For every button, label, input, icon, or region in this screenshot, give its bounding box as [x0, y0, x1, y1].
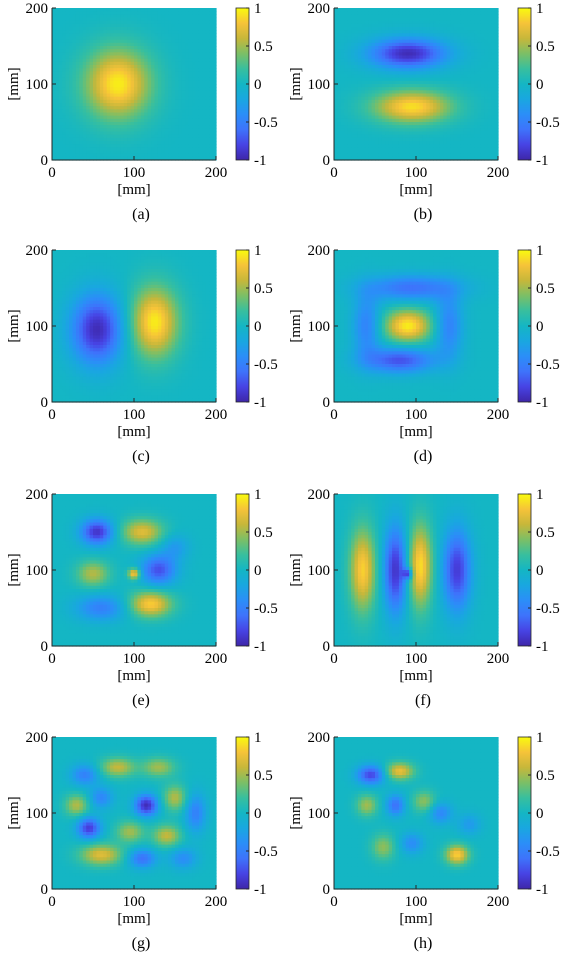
colorbar-tick-label: -0.5 [536, 115, 560, 131]
colorbar-tick-label: 0.5 [254, 39, 273, 55]
panel-a: 0 100 200 0 100 200 [mm] [mm] 1 0.5 0 -0.5 -1 (a) [0, 0, 282, 238]
heatmap-a: 0 100 200 0 100 200 [mm] [mm] 1 0.5 0 -0.5 -1 [0, 0, 282, 200]
colorbar-tick-label: -0.5 [254, 115, 278, 131]
x-tick-label: 0 [48, 165, 56, 181]
x-tick-label: 200 [487, 165, 510, 181]
y-tick-label: 0 [41, 153, 49, 169]
heatmap-b: 0 100 200 0 100 200 [mm] [mm] 1 0.5 0 -0.5 -1 [282, 0, 564, 200]
colorbar-tick-label: 0.5 [536, 39, 555, 55]
heatmap-field [334, 8, 499, 161]
y-tick-label: 0 [323, 153, 331, 169]
heatmap-field [52, 250, 217, 403]
y-tick-label: 100 [26, 77, 49, 93]
colorbar-tick-label: 0 [254, 77, 262, 93]
colorbar-tick-label: -1 [536, 153, 549, 169]
x-tick-label: 200 [205, 165, 228, 181]
y-axis-label: [mm] [288, 67, 304, 100]
caption-a: (a) [0, 206, 282, 224]
y-tick-label: 200 [26, 1, 49, 17]
colorbar-tick-label: -1 [254, 153, 267, 169]
x-tick-label: 100 [405, 165, 428, 181]
x-tick-label: 100 [123, 165, 146, 181]
x-axis-label: [mm] [399, 182, 432, 198]
y-tick-label: 100 [308, 77, 331, 93]
colorbar-tick-label: 0 [536, 77, 544, 93]
panel-b: 0 100 200 0 100 200 [mm] [mm] 1 0.5 0 -0.5 -1 (b) [282, 0, 564, 238]
x-axis-label: [mm] [117, 182, 150, 198]
y-axis-label: [mm] [6, 67, 22, 100]
colorbar-tick-label: 1 [254, 1, 262, 17]
x-tick-label: 0 [330, 165, 338, 181]
colorbar-tick-label: 1 [536, 1, 544, 17]
caption-b: (b) [282, 206, 564, 224]
y-tick-label: 200 [308, 1, 331, 17]
heatmap-field [52, 8, 217, 161]
